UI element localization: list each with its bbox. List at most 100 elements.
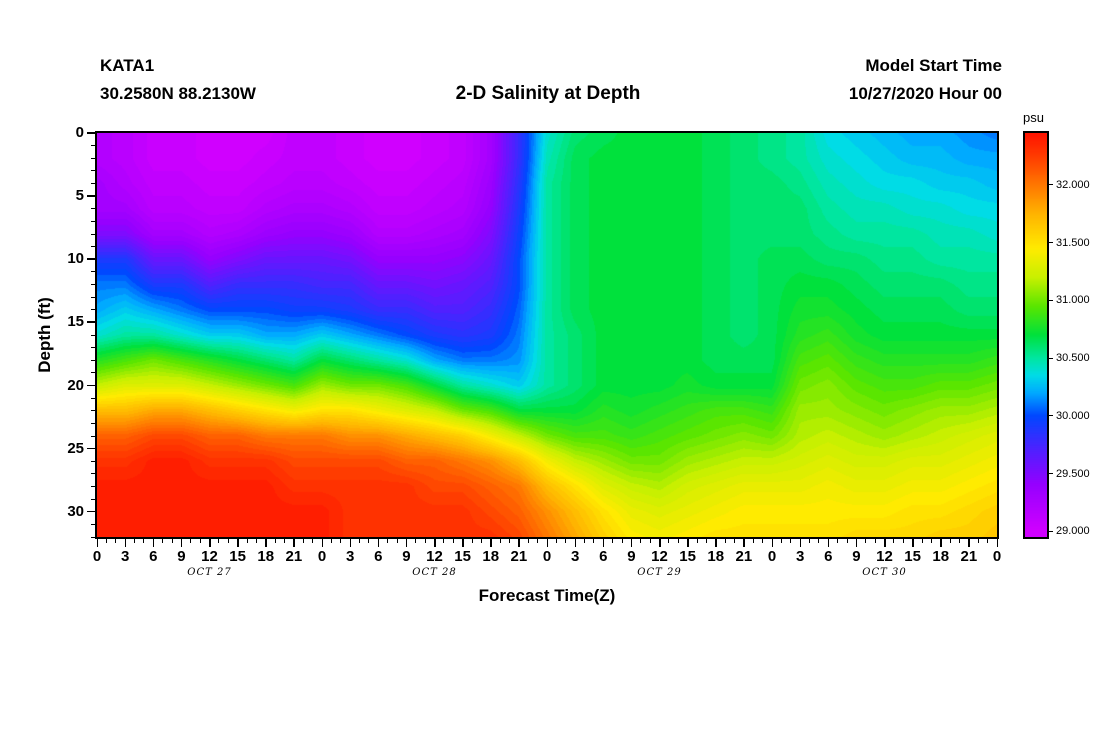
x-axis-minor-tick <box>959 539 960 543</box>
x-axis-minor-tick <box>396 539 398 543</box>
x-axis-minor-tick <box>818 539 820 543</box>
x-axis-minor-tick <box>865 539 867 543</box>
x-axis-minor-tick <box>218 539 220 543</box>
x-axis-minor-tick <box>424 539 426 543</box>
x-axis-minor-tick <box>246 539 248 543</box>
y-axis-minor-tick <box>91 536 95 538</box>
x-axis-tick-label: 3 <box>795 548 805 565</box>
x-axis-minor-tick <box>527 539 529 543</box>
y-axis-minor-tick <box>91 296 95 298</box>
y-axis-minor-tick <box>91 359 95 361</box>
x-axis-tick-label: 18 <box>932 548 950 565</box>
x-axis-tick <box>574 539 577 547</box>
x-axis-tick <box>968 539 970 547</box>
x-axis-tick <box>152 539 155 547</box>
y-axis-minor-tick <box>91 486 95 487</box>
x-axis-minor-tick <box>780 539 782 543</box>
x-axis-minor-tick <box>199 539 201 543</box>
x-axis-minor-tick <box>621 539 623 543</box>
x-axis-tick <box>715 539 717 547</box>
x-axis-tick-label: 9 <box>177 548 186 565</box>
x-axis-tick-label: 6 <box>824 548 833 565</box>
x-axis-tick <box>912 539 914 547</box>
x-axis-tick <box>180 539 183 547</box>
x-axis-tick <box>884 539 886 547</box>
colorbar-canvas <box>1025 133 1047 537</box>
y-axis-title: Depth (ft) <box>35 297 54 373</box>
y-axis-minor-tick <box>91 410 95 412</box>
y-axis-minor-tick <box>91 183 95 184</box>
x-axis-title: Forecast Time(Z) <box>478 586 616 605</box>
x-axis-tick-label: 0 <box>92 548 102 565</box>
x-axis-minor-tick <box>274 539 276 543</box>
x-axis-minor-tick <box>368 539 370 543</box>
x-axis-tick-label: 12 <box>426 548 443 565</box>
x-axis-tick-label: 3 <box>345 548 355 565</box>
x-axis-tick <box>124 539 127 547</box>
x-axis-minor-tick <box>565 539 567 543</box>
x-axis-minor-tick <box>284 539 285 543</box>
y-axis-tick-label: 15 <box>67 313 84 331</box>
y-axis-tick-label: 25 <box>67 439 84 457</box>
x-axis-minor-tick <box>471 539 473 543</box>
y-axis-minor-tick <box>91 435 95 437</box>
salinity-heatmap-canvas <box>97 133 997 537</box>
y-axis-minor-tick <box>91 473 95 475</box>
colorbar-tick <box>1049 299 1053 301</box>
y-axis-minor-tick <box>91 498 95 500</box>
y-axis-tick <box>87 258 95 260</box>
colorbar-tick-label: 31.500 <box>1056 236 1090 249</box>
x-axis-tick-label: 0 <box>992 548 1002 565</box>
x-axis-tick <box>659 539 661 547</box>
y-axis-tick <box>87 510 95 513</box>
plot-area <box>95 131 999 539</box>
y-axis-minor-tick <box>91 271 95 273</box>
x-axis-tick <box>434 539 436 547</box>
x-axis-minor-tick <box>752 539 754 543</box>
y-axis-tick <box>87 384 95 386</box>
x-axis-day-label: OCT 28 <box>412 567 457 578</box>
x-axis-minor-tick <box>696 539 698 543</box>
x-axis-tick-label: 6 <box>374 548 383 565</box>
x-axis-minor-tick <box>790 539 792 543</box>
x-axis-minor-tick <box>734 539 735 543</box>
colorbar-tick-label: 32.000 <box>1056 178 1090 191</box>
y-axis-minor-tick <box>91 145 95 147</box>
y-axis-tick-label: 10 <box>67 250 84 268</box>
y-axis-minor-tick <box>91 157 95 159</box>
x-axis-tick-label: 21 <box>510 548 528 565</box>
x-axis-minor-tick <box>837 539 839 543</box>
x-axis-tick-label: 15 <box>679 548 696 565</box>
x-axis-tick <box>630 539 633 547</box>
y-axis-tick <box>87 447 95 450</box>
x-axis-minor-tick <box>162 539 164 543</box>
x-axis-tick-label: 15 <box>904 548 921 565</box>
x-axis-minor-tick <box>499 539 501 543</box>
x-axis-minor-tick <box>134 539 135 543</box>
colorbar-tick <box>1049 242 1053 244</box>
x-axis-tick <box>940 539 942 547</box>
x-axis-tick-label: 12 <box>651 548 668 565</box>
y-axis-minor-tick <box>91 246 95 248</box>
x-axis-minor-tick <box>227 539 229 543</box>
y-axis-minor-tick <box>91 372 95 374</box>
x-axis-tick <box>996 539 998 547</box>
x-axis-minor-tick <box>612 539 614 543</box>
x-axis-tick-label: 9 <box>852 548 861 565</box>
x-axis-minor-tick <box>387 539 389 543</box>
x-axis-minor-tick <box>555 539 557 543</box>
y-axis-tick-label: 5 <box>75 187 84 205</box>
colorbar-tick <box>1049 530 1053 532</box>
x-axis-tick <box>518 539 520 547</box>
x-axis-minor-tick <box>649 539 651 543</box>
x-axis-tick <box>349 539 352 547</box>
x-axis-tick <box>743 539 745 547</box>
x-axis-minor-tick <box>115 539 117 543</box>
y-axis-minor-tick <box>91 170 95 172</box>
station-coordinates: 30.2580N 88.2130W <box>100 84 256 103</box>
x-axis-minor-tick <box>312 539 314 543</box>
x-axis-tick-label: 18 <box>707 548 725 565</box>
x-axis-tick-label: 0 <box>542 548 552 565</box>
colorbar-tick <box>1049 473 1053 474</box>
x-axis-minor-tick <box>480 539 482 543</box>
